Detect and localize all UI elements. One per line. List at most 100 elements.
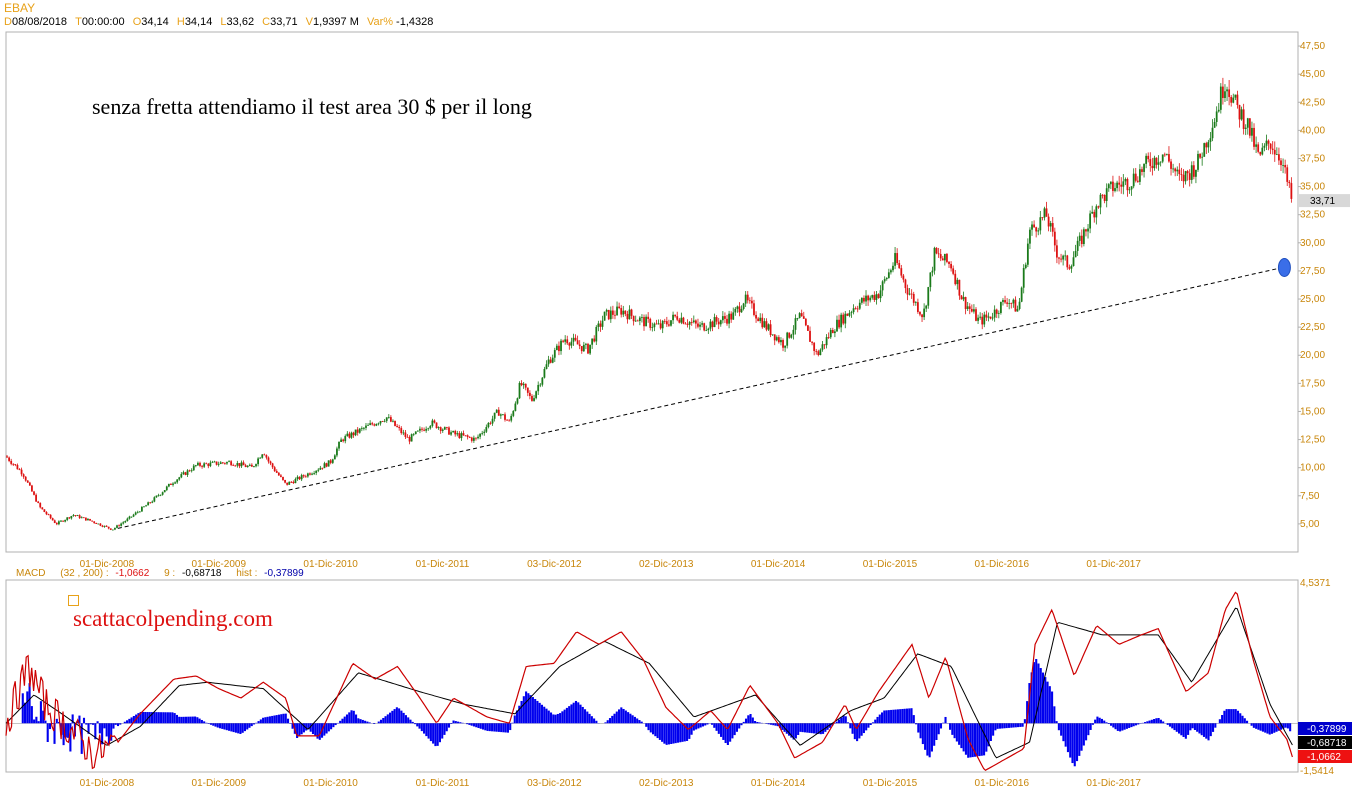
candle-body [329, 460, 332, 463]
candle [823, 344, 826, 350]
candle [230, 460, 233, 467]
candle-body [993, 309, 996, 318]
candle [715, 315, 718, 325]
candle [371, 421, 374, 426]
candle-body [890, 270, 892, 273]
candle [1107, 183, 1110, 192]
candle [1255, 136, 1257, 153]
candle [302, 474, 305, 479]
candle [439, 426, 442, 434]
candle [894, 247, 896, 270]
candle-body [782, 340, 784, 348]
candle-body [186, 470, 189, 475]
macd-value-box-label: -0,37899 [1307, 724, 1347, 735]
candle-body [400, 428, 403, 434]
candle-body [402, 432, 405, 434]
candle [136, 510, 139, 514]
macd-value-box [1298, 750, 1352, 763]
candle-body [377, 423, 380, 425]
candle-body [26, 480, 29, 483]
candle [553, 347, 556, 363]
candle [1126, 177, 1129, 197]
candle-body [1228, 89, 1231, 97]
candle-body [1265, 140, 1268, 146]
candle [416, 430, 419, 432]
candle-body [255, 464, 257, 467]
candle-body [1128, 189, 1131, 191]
candle-body [82, 517, 85, 519]
candle [1226, 86, 1228, 102]
candle [1284, 159, 1287, 174]
candle [1273, 141, 1276, 162]
candle [472, 435, 475, 443]
candle-body [881, 281, 884, 291]
candle [900, 264, 903, 278]
candle [1221, 77, 1224, 105]
price-y-tick-label: 22,50 [1300, 322, 1325, 333]
candle-body [968, 306, 971, 309]
candle-body [668, 324, 670, 326]
candle [711, 320, 714, 332]
candle [541, 377, 544, 387]
candle [531, 394, 533, 402]
candle [983, 311, 986, 328]
candle [1234, 94, 1237, 101]
candle [626, 310, 629, 324]
candle [1006, 298, 1009, 307]
candle [1064, 250, 1067, 261]
macd-x-tick-label: 03-Dic-2012 [527, 778, 582, 789]
candle-body [41, 507, 44, 510]
candle [562, 339, 564, 343]
candle [1136, 176, 1139, 183]
candle-body [435, 422, 438, 429]
candle-body [221, 462, 224, 464]
candle [114, 527, 116, 531]
candle-body [363, 427, 365, 429]
candle [429, 424, 432, 430]
candle [1105, 183, 1108, 208]
macd-x-tick-label: 01-Dic-2011 [416, 778, 470, 789]
candle-body [906, 288, 909, 295]
candle-body [840, 314, 843, 328]
candle [419, 426, 421, 434]
candle-body [375, 423, 378, 426]
candle-body [825, 337, 828, 346]
candle-body [603, 311, 606, 321]
candle-body [1205, 143, 1208, 148]
candle [1240, 106, 1243, 121]
candle [1232, 93, 1235, 104]
candle-body [659, 323, 662, 329]
candle-body [653, 323, 656, 328]
candle [807, 325, 809, 332]
candle [1103, 194, 1106, 204]
candle-body [800, 313, 803, 317]
candle-body [93, 521, 96, 523]
candle [1278, 147, 1280, 165]
candle [576, 335, 579, 345]
candle [790, 333, 793, 339]
candle [24, 475, 27, 482]
candle-body [987, 316, 990, 318]
price-y-tick-label: 45,00 [1300, 69, 1325, 80]
candle-body [443, 427, 446, 430]
candle [1053, 227, 1056, 252]
candle-body [1273, 149, 1276, 155]
candle [10, 458, 13, 466]
candle [157, 493, 160, 497]
candle-body [514, 403, 517, 411]
candle-body [298, 476, 301, 480]
candle-body [921, 314, 923, 318]
candle [688, 320, 691, 330]
candle-body [1230, 96, 1233, 103]
candle-body [1124, 179, 1127, 182]
candle-body [676, 316, 679, 320]
candle-body [599, 323, 602, 327]
candle [1060, 253, 1062, 263]
candle [329, 459, 332, 465]
candle-body [744, 294, 747, 304]
candle [221, 461, 224, 465]
candle-body [1006, 302, 1009, 304]
candle-body [622, 310, 625, 315]
candle-body [958, 279, 961, 296]
candle-body [369, 423, 372, 425]
